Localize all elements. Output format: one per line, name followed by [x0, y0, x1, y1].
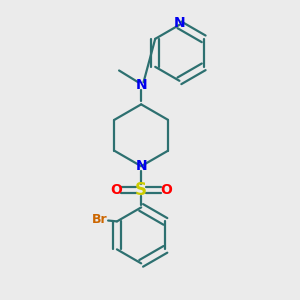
Text: O: O	[110, 183, 122, 197]
Text: N: N	[135, 159, 147, 173]
Text: S: S	[135, 181, 147, 199]
Text: O: O	[160, 183, 172, 197]
Text: N: N	[174, 16, 185, 30]
Text: Br: Br	[92, 213, 107, 226]
Text: N: N	[135, 78, 147, 92]
